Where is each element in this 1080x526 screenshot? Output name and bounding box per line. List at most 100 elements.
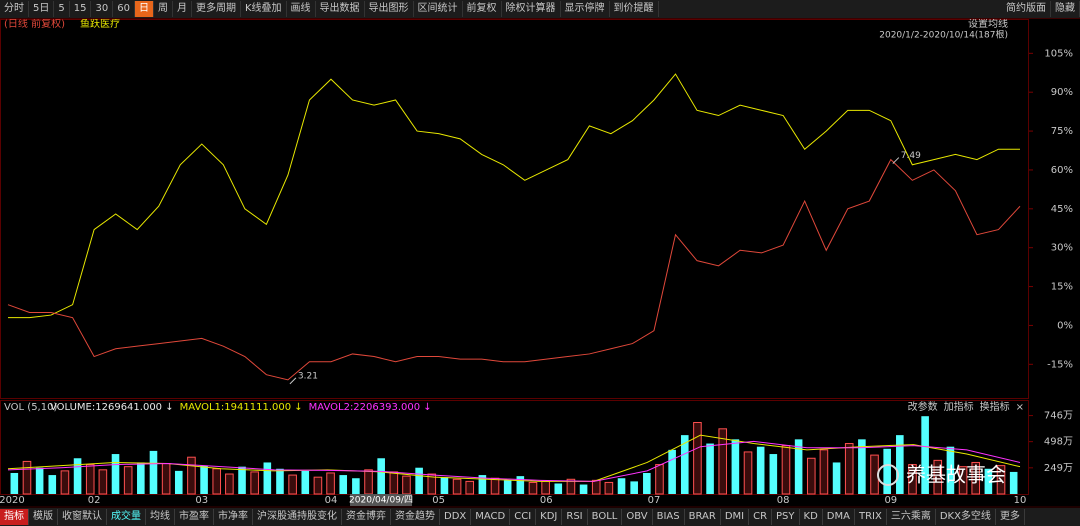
volume-bar	[971, 461, 981, 495]
volume-bar	[933, 459, 943, 495]
volume-bar	[478, 475, 487, 494]
annotation: 3.21	[298, 371, 318, 381]
tab[interactable]: 成交量	[107, 509, 146, 525]
tab[interactable]: BOLL	[588, 509, 623, 525]
tab[interactable]: DMA	[823, 509, 855, 525]
tab[interactable]: BIAS	[653, 509, 685, 525]
volume-bar	[668, 449, 676, 494]
volume-bar	[276, 468, 284, 494]
volume-bar	[427, 473, 437, 495]
volume-bar	[756, 446, 765, 494]
toolbar-button[interactable]: 到价提醒	[610, 1, 659, 17]
tab[interactable]: TRIX	[855, 509, 887, 525]
volume-bar	[769, 454, 778, 494]
tab[interactable]: DMI	[721, 509, 750, 525]
toolbar-button[interactable]: 隐藏	[1051, 1, 1080, 17]
y-tick-label: 45%	[1051, 204, 1073, 215]
volume-bar	[706, 443, 714, 494]
toolbar-button[interactable]: 区间统计	[414, 1, 463, 17]
toolbar-button[interactable]: 5	[54, 1, 70, 17]
tab[interactable]: 沪深股通持股变化	[253, 509, 342, 525]
panel-button[interactable]: ×	[1016, 402, 1024, 413]
toolbar-button[interactable]: 前复权	[463, 1, 502, 17]
tab[interactable]: 指标	[0, 509, 29, 525]
toolbar-button[interactable]: 导出数据	[316, 1, 365, 17]
toolbar-button[interactable]: 60	[113, 1, 135, 17]
tab[interactable]: CCI	[510, 509, 537, 525]
toolbar-button[interactable]: 简约版面	[1002, 1, 1051, 17]
tab[interactable]: DKX多空线	[936, 509, 996, 525]
tab[interactable]: PSY	[772, 509, 800, 525]
volume-bar	[832, 462, 841, 494]
toolbar-button[interactable]: 分时	[0, 1, 29, 17]
volume-bar	[250, 471, 259, 495]
volume-bar	[630, 481, 638, 494]
volume-bar	[794, 439, 803, 494]
toolbar-button[interactable]: 30	[91, 1, 114, 17]
toolbar-button[interactable]: 5日	[29, 1, 55, 17]
y-tick-label: 15%	[1051, 282, 1073, 293]
volume-bar	[263, 462, 272, 494]
volume-bar	[288, 474, 297, 495]
tab[interactable]: MACD	[471, 509, 511, 525]
volume-title: VOL (5,10)	[4, 402, 57, 413]
toolbar-button[interactable]: 显示停牌	[561, 1, 610, 17]
volume-bar	[655, 464, 664, 495]
toolbar-button[interactable]: 周	[154, 1, 173, 17]
tab[interactable]: 资金博弈	[342, 509, 391, 525]
annotation: 7.49	[901, 151, 921, 161]
tab[interactable]: OBV	[622, 509, 653, 525]
tab[interactable]: 市净率	[214, 509, 253, 525]
tab[interactable]: 更多	[996, 509, 1025, 525]
tab[interactable]: 资金趋势	[391, 509, 440, 525]
subtitle: (日线 前复权)	[4, 19, 65, 30]
volume-bar	[377, 458, 385, 494]
toolbar-button[interactable]: K线叠加	[241, 1, 287, 17]
annotation-arrow	[892, 157, 900, 164]
volume-bar	[883, 448, 891, 494]
x-tick-label: 03	[195, 495, 208, 506]
watermark: 养基故事会	[906, 463, 1006, 487]
volume-bar	[1009, 471, 1018, 494]
volume-bar	[364, 469, 373, 495]
tab[interactable]: CR	[749, 509, 773, 525]
volume-bar	[352, 478, 360, 494]
volume-readout: VOLUME:1269641.000 ↓	[50, 402, 174, 413]
tab[interactable]: KDJ	[536, 509, 563, 525]
tab[interactable]: 均线	[146, 509, 175, 525]
volume-bar	[743, 451, 753, 495]
tab[interactable]: BRAR	[685, 509, 721, 525]
volume-bar	[301, 470, 310, 494]
tab[interactable]: DDX	[440, 509, 472, 525]
tab[interactable]: 模版	[29, 509, 58, 525]
tab[interactable]: 市盈率	[175, 509, 214, 525]
volume-bar	[946, 446, 955, 494]
tab[interactable]: RSI	[562, 509, 588, 525]
toolbar-button[interactable]: 除权计算器	[502, 1, 561, 17]
y-tick-label: 90%	[1051, 87, 1073, 98]
volume-bar	[402, 475, 411, 495]
main-frame	[0, 19, 1029, 399]
toolbar-button[interactable]: 日	[134, 1, 154, 17]
toolbar-button[interactable]: 导出图形	[365, 1, 414, 17]
y-tick-label: -15%	[1047, 359, 1073, 370]
panel-button[interactable]: 加指标	[944, 400, 974, 413]
y-tick-label: 498万	[1044, 437, 1073, 448]
volume-bar	[313, 476, 323, 495]
range-label: 2020/1/2-2020/10/14(187根)	[879, 29, 1008, 41]
panel-button[interactable]: 改参数	[908, 400, 938, 413]
tab[interactable]: 收窗默认	[58, 509, 107, 525]
toolbar-button[interactable]: 画线	[287, 1, 316, 17]
volume-bar	[566, 478, 576, 495]
tab[interactable]: KD	[800, 509, 823, 525]
toolbar-button[interactable]: 15	[70, 1, 92, 17]
tab[interactable]: 三六乘离	[887, 509, 936, 525]
volume-bar	[984, 468, 993, 494]
toolbar-button[interactable]: 更多周期	[192, 1, 241, 17]
volume-bar	[389, 471, 399, 495]
panel-button[interactable]: 换指标	[980, 400, 1010, 413]
toolbar-button[interactable]: 月	[173, 1, 192, 17]
chart-area: (日线 前复权) 鱼跃医疗 设置均线2020/1/2-2020/10/14(187根…	[0, 19, 1080, 508]
volume-bar	[591, 479, 601, 495]
volume-readout: MAVOL1:1941111.000 ↓	[180, 402, 303, 413]
